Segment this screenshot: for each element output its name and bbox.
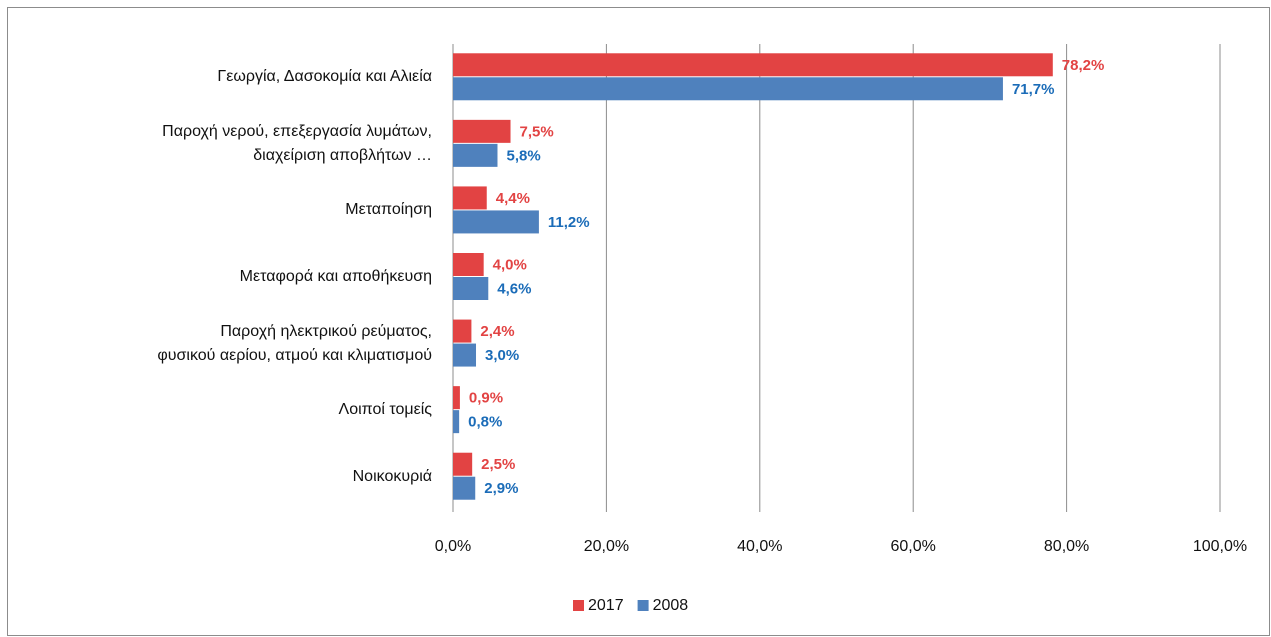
bar <box>453 452 473 476</box>
bar <box>453 119 511 143</box>
category-label: Παροχή νερού, επεξεργασία λυμάτων, διαχε… <box>162 122 432 164</box>
value-label: 0,8% <box>468 414 502 431</box>
x-tick-label: 100,0% <box>1193 538 1247 555</box>
bar <box>453 53 1053 77</box>
bar <box>453 410 460 434</box>
bar <box>453 277 489 300</box>
category-label: Μεταποίηση <box>345 201 432 219</box>
value-label: 71,7% <box>1012 81 1055 98</box>
category-label: Μεταφορά και αποθήκευση <box>239 268 432 285</box>
bar <box>453 77 1003 101</box>
bar <box>453 476 476 500</box>
bar <box>453 210 539 234</box>
bar <box>453 253 484 276</box>
category-label: Παροχή ηλεκτρικού ρεύματος, φυσικού αερί… <box>157 322 432 364</box>
value-label: 3,0% <box>485 347 519 364</box>
legend-swatch <box>573 600 584 611</box>
bar <box>453 143 498 167</box>
x-tick-label: 0,0% <box>435 538 471 555</box>
value-label: 5,8% <box>506 147 540 164</box>
value-label: 0,9% <box>469 390 503 407</box>
value-label: 7,5% <box>520 123 554 140</box>
value-label: 2,9% <box>484 480 518 497</box>
bar <box>453 343 477 367</box>
legend-label: 2008 <box>653 597 689 614</box>
bar <box>453 319 472 343</box>
category-label: Λοιποί τομείς <box>338 401 432 419</box>
value-label: 11,2% <box>548 214 590 231</box>
category-label: Νοικοκυριά <box>352 467 432 485</box>
category-label: Γεωργία, Δασοκομία και Αλιεία <box>217 68 432 86</box>
legend-swatch <box>637 600 649 611</box>
value-label: 2,4% <box>480 323 514 340</box>
bar <box>453 186 487 210</box>
value-label: 4,0% <box>493 256 527 273</box>
chart-border <box>7 7 1270 636</box>
x-tick-label: 20,0% <box>584 538 629 555</box>
value-label: 2,5% <box>481 456 515 473</box>
value-label: 4,6% <box>497 280 531 297</box>
x-tick-label: 80,0% <box>1044 538 1089 555</box>
legend-label: 2017 <box>588 597 624 614</box>
bar <box>453 386 460 410</box>
x-tick-label: 60,0% <box>891 538 936 555</box>
x-tick-label: 40,0% <box>737 538 782 555</box>
value-label: 78,2% <box>1062 57 1105 74</box>
value-label: 4,4% <box>496 190 530 207</box>
